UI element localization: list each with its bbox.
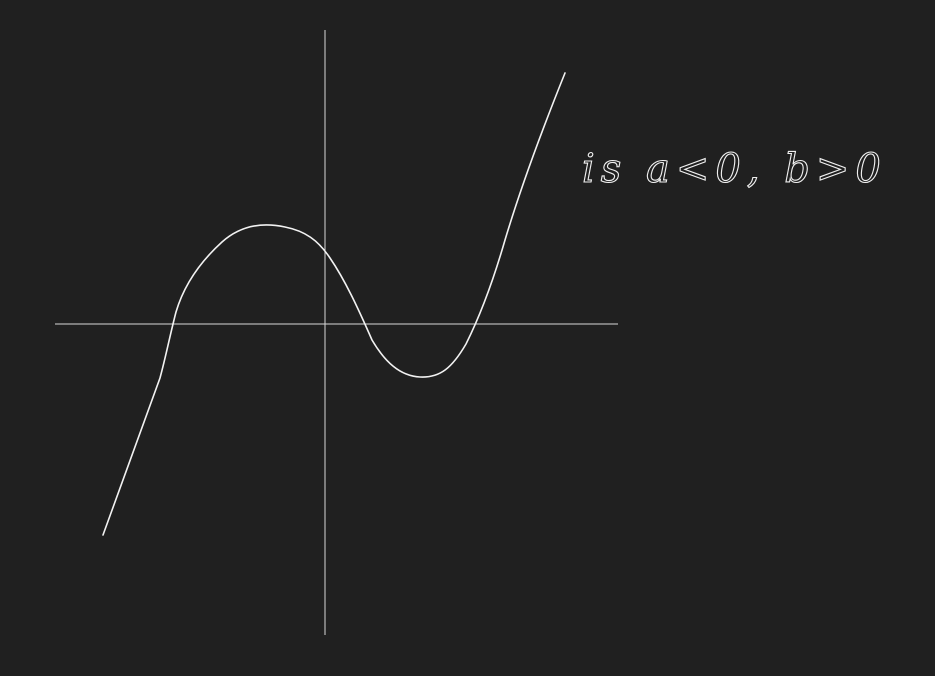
annotation: is a<0, b>0 [582, 146, 887, 192]
cubic-curve [102, 72, 566, 536]
